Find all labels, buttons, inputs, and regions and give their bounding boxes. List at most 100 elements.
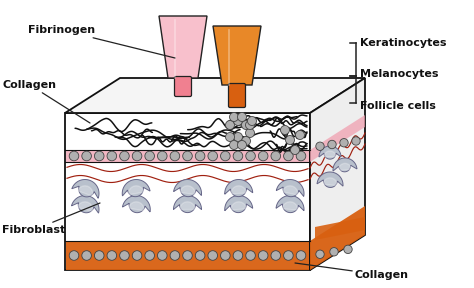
Polygon shape (173, 196, 201, 213)
Circle shape (234, 132, 243, 141)
Circle shape (316, 250, 324, 258)
Polygon shape (180, 202, 195, 209)
Circle shape (246, 120, 255, 130)
Polygon shape (319, 146, 341, 159)
Text: Melanocytes: Melanocytes (360, 69, 438, 79)
Circle shape (229, 141, 238, 149)
Circle shape (247, 117, 256, 126)
Circle shape (340, 139, 348, 147)
Circle shape (82, 251, 91, 260)
Circle shape (226, 120, 235, 130)
Circle shape (258, 151, 268, 161)
Text: Fibrinogen: Fibrinogen (28, 25, 175, 58)
Circle shape (208, 151, 218, 161)
Circle shape (233, 151, 243, 161)
Circle shape (69, 151, 79, 161)
Polygon shape (225, 196, 253, 213)
Circle shape (195, 151, 205, 161)
Polygon shape (78, 186, 93, 196)
Polygon shape (310, 206, 365, 270)
Circle shape (94, 151, 104, 161)
Circle shape (296, 151, 306, 161)
Circle shape (237, 141, 246, 149)
Circle shape (295, 130, 304, 139)
Polygon shape (78, 202, 93, 211)
Polygon shape (310, 78, 365, 270)
Polygon shape (65, 78, 365, 113)
Text: Collagen: Collagen (3, 80, 90, 123)
Polygon shape (338, 163, 352, 170)
Circle shape (233, 251, 243, 260)
Circle shape (132, 251, 142, 260)
Circle shape (226, 132, 235, 141)
Polygon shape (66, 241, 309, 270)
Circle shape (330, 248, 338, 256)
Circle shape (94, 251, 104, 260)
Polygon shape (225, 179, 253, 197)
Circle shape (157, 151, 167, 161)
FancyBboxPatch shape (228, 84, 246, 107)
Polygon shape (283, 186, 298, 195)
Polygon shape (324, 151, 336, 157)
Polygon shape (276, 196, 304, 213)
Circle shape (208, 251, 218, 260)
Circle shape (258, 251, 268, 260)
Polygon shape (65, 113, 310, 270)
Polygon shape (180, 186, 195, 195)
Circle shape (107, 151, 117, 161)
Circle shape (170, 151, 180, 161)
Polygon shape (159, 16, 207, 78)
Polygon shape (231, 202, 246, 210)
Circle shape (229, 113, 238, 122)
Polygon shape (213, 26, 261, 85)
Circle shape (220, 251, 230, 260)
Circle shape (182, 251, 192, 260)
Circle shape (271, 151, 281, 161)
Circle shape (344, 245, 352, 253)
Circle shape (271, 251, 281, 260)
Circle shape (170, 251, 180, 260)
Circle shape (182, 151, 192, 161)
Polygon shape (122, 179, 150, 197)
Circle shape (157, 251, 167, 260)
Polygon shape (315, 217, 365, 240)
Circle shape (296, 251, 306, 260)
Polygon shape (72, 179, 99, 198)
Text: Follicle cells: Follicle cells (360, 101, 436, 111)
Circle shape (316, 142, 324, 150)
Circle shape (237, 113, 246, 122)
Text: Keratinocytes: Keratinocytes (360, 38, 447, 48)
Polygon shape (66, 150, 309, 162)
Polygon shape (128, 186, 144, 195)
Circle shape (119, 251, 129, 260)
Polygon shape (317, 172, 343, 187)
Polygon shape (231, 186, 246, 194)
Circle shape (82, 151, 91, 161)
Polygon shape (72, 196, 99, 213)
Circle shape (241, 120, 250, 130)
Polygon shape (122, 196, 150, 213)
Circle shape (352, 137, 360, 145)
Circle shape (119, 151, 129, 161)
Polygon shape (173, 179, 201, 197)
Polygon shape (283, 202, 298, 210)
Circle shape (195, 251, 205, 260)
Circle shape (246, 151, 255, 161)
Circle shape (145, 251, 155, 260)
Text: Fibroblast: Fibroblast (2, 203, 100, 235)
Circle shape (107, 251, 117, 260)
Polygon shape (310, 115, 365, 162)
FancyBboxPatch shape (174, 77, 191, 96)
Circle shape (234, 117, 243, 126)
Circle shape (246, 128, 255, 137)
Text: Collagen: Collagen (295, 263, 409, 280)
Circle shape (145, 151, 155, 161)
Circle shape (285, 135, 294, 145)
Circle shape (220, 151, 230, 161)
Circle shape (328, 140, 336, 149)
Circle shape (241, 137, 250, 145)
Polygon shape (128, 202, 144, 211)
Polygon shape (276, 179, 304, 197)
Circle shape (291, 145, 300, 154)
Circle shape (246, 251, 255, 260)
